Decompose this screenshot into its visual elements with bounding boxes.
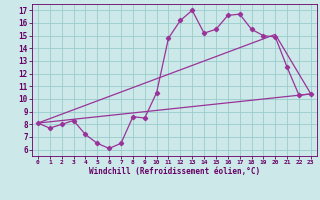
X-axis label: Windchill (Refroidissement éolien,°C): Windchill (Refroidissement éolien,°C) (89, 167, 260, 176)
